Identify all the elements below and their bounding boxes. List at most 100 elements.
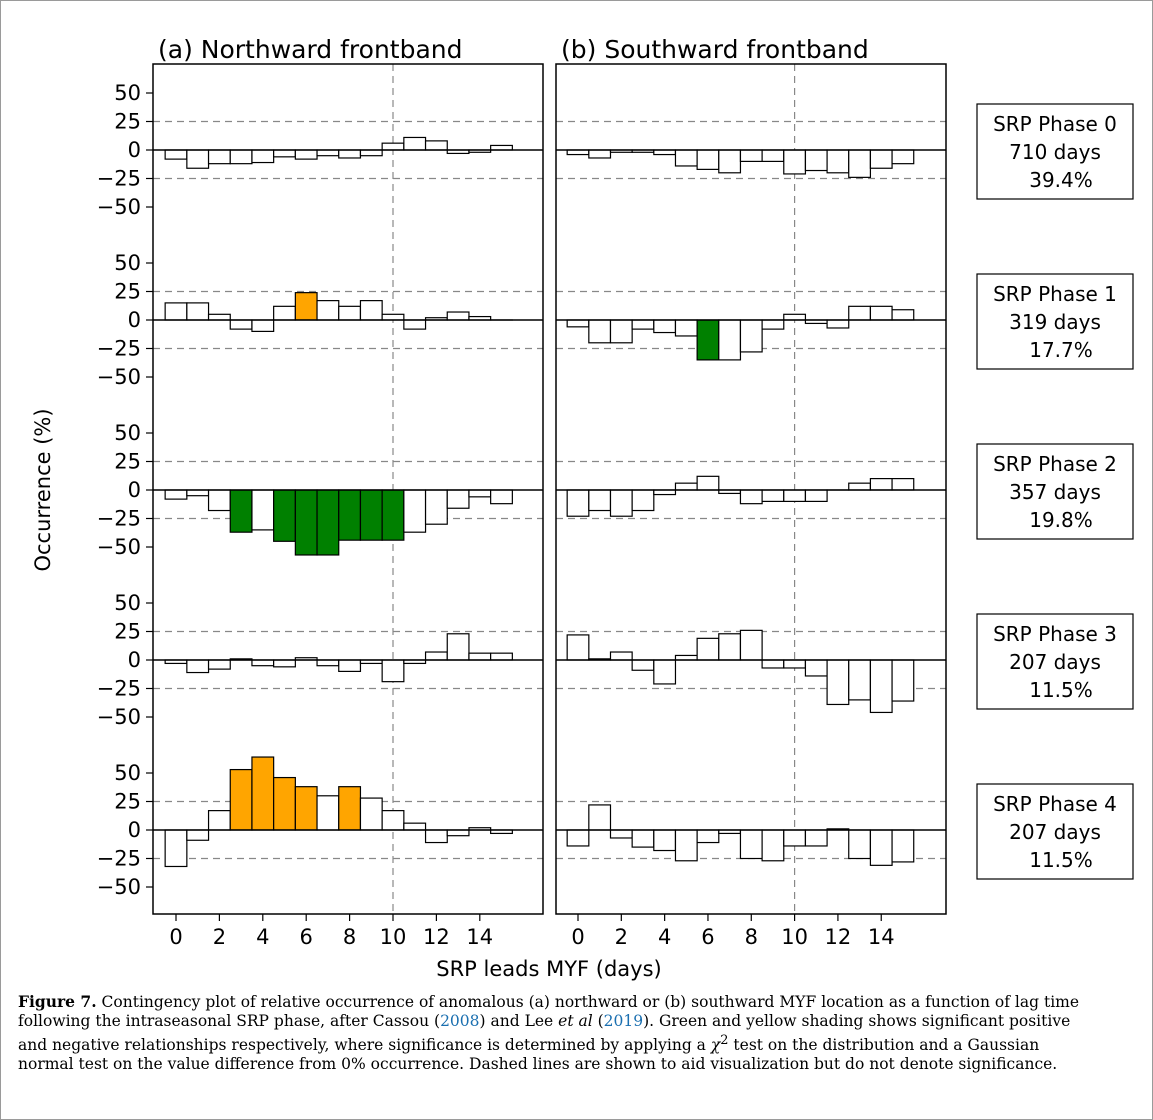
y-tick-label: 0 [128,138,141,162]
y-tick-label: 50 [114,251,141,275]
bar [696,475,720,491]
bar [588,804,612,831]
bar [826,319,850,329]
citation-link-cassou[interactable]: 2008 [440,1012,480,1030]
chi-symbol: χ [710,1036,721,1055]
bar [338,305,362,321]
phase-box-title: SRP Phase 0 [993,112,1117,136]
phase-box-percent: 39.4% [1029,168,1093,192]
y-tick-label: −50 [97,365,141,389]
bar [251,319,275,332]
bar [229,149,253,165]
bar [207,149,231,165]
y-tick-label: −25 [97,847,141,871]
bar [848,149,872,178]
x-tick-label: 14 [868,925,895,949]
caption-etal: et al [558,1012,593,1030]
phase-box-title: SRP Phase 1 [993,282,1117,306]
bar [446,311,470,321]
citation-link-lee[interactable]: 2019 [603,1012,644,1030]
y-tick-label: 50 [114,81,141,105]
phase-box-days: 207 days [1009,820,1101,844]
y-tick-label: −50 [97,195,141,219]
x-tick-label: 2 [615,925,628,949]
caption-line-2: following the intraseasonal SRP phase, a… [18,1012,1138,1031]
caption-line-1: Figure 7. Contingency plot of relative o… [18,992,1138,1012]
bar [164,489,188,500]
bar [207,810,231,831]
phase-box-days: 357 days [1009,480,1101,504]
bar [490,489,513,505]
bar [804,829,828,847]
x-tick-label: 14 [466,925,493,949]
y-tick-label: 50 [114,591,141,615]
bar [164,302,188,321]
bar [338,489,362,541]
bar [588,489,612,512]
y-tick-label: 25 [114,790,141,814]
bar [653,319,677,334]
bar [273,489,296,542]
bar [381,142,405,151]
bar [446,829,470,837]
phase-box-percent: 17.7% [1029,338,1093,362]
y-tick-label: −25 [97,167,141,191]
bar [783,659,807,669]
bar [891,309,915,321]
bar [273,776,296,831]
y-tick-label: 25 [114,110,141,134]
bar [381,313,405,321]
bar [229,489,253,533]
bar [186,659,210,674]
phase-box-percent: 11.5% [1029,848,1093,872]
bar [869,659,893,714]
phase-box-days: 710 days [1009,140,1101,164]
bar [804,659,828,677]
bar [338,659,362,672]
bar [674,829,698,862]
bar [869,149,893,169]
bar [446,489,470,509]
bar [609,651,633,661]
bar [338,786,362,831]
phase-box [976,783,1134,880]
bar [381,489,405,541]
axes-frame [152,63,544,915]
y-tick-label: 0 [128,478,141,502]
y-tick-label: 25 [114,620,141,644]
bar [403,489,427,533]
x-tick-label: 4 [256,925,269,949]
phase-box-days: 207 days [1009,650,1101,674]
bar [316,795,340,831]
bar [609,319,633,344]
bar [359,149,383,157]
bar [251,756,275,831]
bar [251,149,275,164]
y-tick-label: 0 [128,818,141,842]
bar [739,319,763,353]
phase-box [976,443,1134,540]
bar [804,149,828,172]
bar [403,319,427,330]
bar [653,659,677,685]
bar [273,659,296,668]
bar [403,822,427,831]
y-tick-label: 0 [128,648,141,672]
x-tick-label: 4 [658,925,671,949]
bar [468,489,492,498]
bar [696,637,720,661]
bar [359,489,383,541]
bar [381,659,405,683]
chi-superscript: 2 [720,1033,729,1048]
x-tick-label: 2 [213,925,226,949]
figure-caption: Figure 7. Contingency plot of relative o… [18,992,1138,1074]
bar [424,140,448,151]
bar [316,300,340,321]
bar [696,319,720,361]
bar [186,489,210,497]
bar [783,313,807,321]
bar [403,136,427,151]
y-tick-label: 25 [114,450,141,474]
